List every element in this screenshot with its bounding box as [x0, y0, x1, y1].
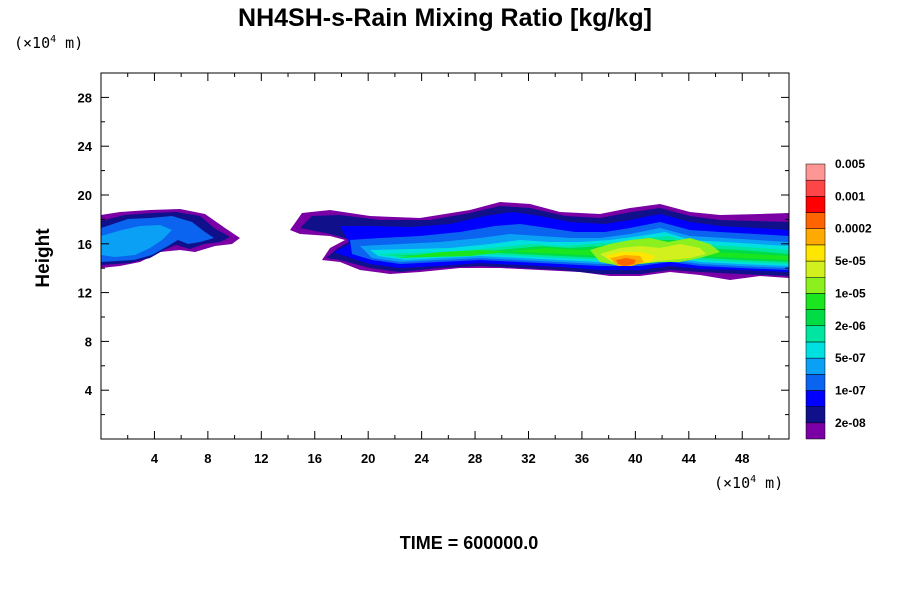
x-tick-label: 24	[414, 451, 429, 466]
y-unit-label: (×104 m)	[14, 34, 83, 52]
colorbar-swatch	[805, 293, 826, 310]
x-ticks: 4 8 12 16 20 24 28 32 36 40 44 48	[127, 73, 770, 466]
colorbar-label: 5e-07	[835, 351, 866, 365]
colorbar-swatch	[805, 357, 826, 375]
x-tick-label: 8	[204, 451, 211, 466]
colorbar-swatch	[805, 260, 826, 278]
colorbar-swatch	[805, 179, 826, 197]
contour-field	[101, 202, 789, 280]
y-tick-label: 16	[78, 237, 92, 252]
y-tick-label: 24	[78, 139, 93, 154]
colorbar-swatch	[805, 390, 826, 407]
colorbar	[805, 163, 826, 440]
y-tick-label: 8	[85, 334, 92, 349]
colorbar-label: 2e-06	[835, 319, 866, 333]
y-tick-label: 12	[78, 286, 92, 301]
colorbar-swatch	[805, 422, 826, 440]
x-tick-label: 32	[521, 451, 535, 466]
x-tick-label: 40	[628, 451, 642, 466]
colorbar-swatch	[805, 196, 826, 213]
colorbar-label: 0.0002	[835, 222, 872, 236]
colorbar-swatch	[805, 276, 826, 294]
chart-title: NH4SH-s-Rain Mixing Ratio [kg/kg]	[238, 4, 652, 32]
colorbar-swatch	[805, 309, 826, 327]
colorbar-swatch	[805, 212, 826, 229]
colorbar-swatch	[805, 244, 826, 262]
colorbar-label: 0.005	[835, 157, 865, 171]
time-label: TIME = 600000.0	[400, 533, 539, 553]
x-tick-label: 20	[361, 451, 375, 466]
y-tick-label: 20	[78, 188, 92, 203]
colorbar-label: 5e-05	[835, 254, 866, 268]
contour-level-darkorange	[616, 258, 636, 266]
colorbar-label: 2e-08	[835, 416, 866, 430]
colorbar-swatch	[805, 374, 826, 391]
x-tick-label: 28	[468, 451, 482, 466]
colorbar-swatch	[805, 325, 826, 343]
colorbar-swatch	[805, 228, 826, 246]
colorbar-swatch	[805, 341, 826, 359]
x-tick-label: 4	[151, 451, 159, 466]
x-tick-label: 36	[575, 451, 589, 466]
colorbar-swatch	[805, 406, 826, 424]
colorbar-swatch	[805, 163, 826, 181]
y-tick-label: 28	[78, 90, 92, 105]
contour-level-cyan-left	[101, 225, 172, 257]
x-tick-label: 16	[308, 451, 322, 466]
y-axis-label: Height	[33, 228, 54, 288]
x-unit-label: (×104 m)	[714, 474, 783, 492]
colorbar-label: 1e-05	[835, 286, 866, 300]
y-ticks: 4 8 12 16 20 24 28	[78, 90, 789, 416]
x-tick-label: 48	[735, 451, 749, 466]
colorbar-label: 0.001	[835, 189, 865, 203]
x-tick-label: 44	[682, 451, 697, 466]
colorbar-labels: 2e-08 1e-07 5e-07 2e-06 1e-05 5e-05 0.0002 0.00…	[835, 157, 872, 430]
plot-frame	[100, 72, 790, 440]
x-tick-label: 12	[254, 451, 268, 466]
colorbar-label: 1e-07	[835, 383, 866, 397]
y-tick-label: 4	[85, 383, 93, 398]
